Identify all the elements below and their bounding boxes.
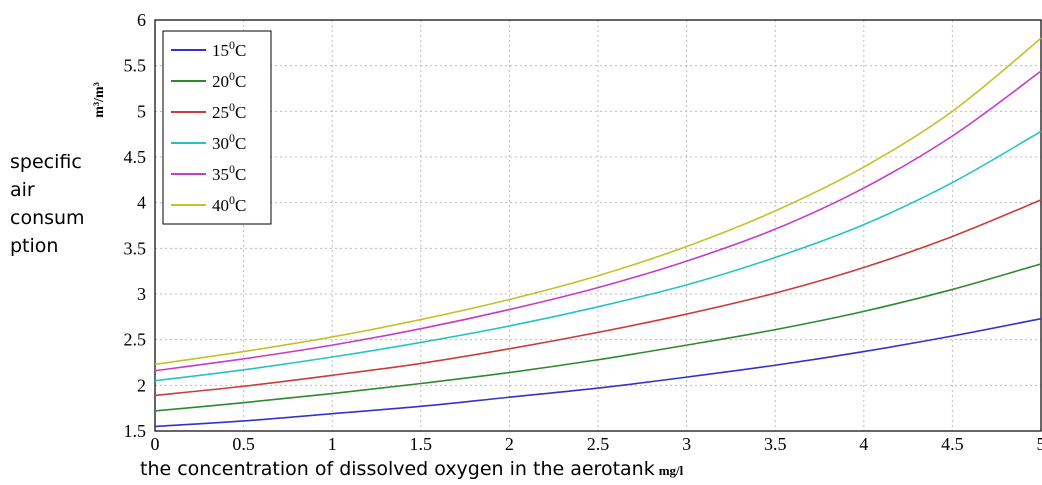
y-tick-label: 2.5 <box>124 330 147 350</box>
series-line <box>154 130 1042 382</box>
y-tick-label: 5 <box>137 101 146 121</box>
x-tick-label: 1.5 <box>410 434 433 454</box>
x-tick-label: 2.5 <box>587 434 610 454</box>
legend-label: 150C <box>212 38 246 60</box>
series-line <box>154 263 1042 412</box>
legend-label: 300C <box>212 131 246 153</box>
x-tick-label: 3.5 <box>764 434 787 454</box>
y-tick-label: 3 <box>137 284 146 304</box>
x-tick-label: 1 <box>328 434 337 454</box>
legend-box <box>162 30 272 225</box>
x-tick-label: 4 <box>859 434 868 454</box>
y-tick-label: 4.5 <box>124 147 147 167</box>
y-axis-label-line: specific <box>10 151 82 173</box>
legend-label: 350C <box>212 162 246 184</box>
legend-label: 400C <box>212 193 246 215</box>
y-axis-label-line: air <box>10 179 35 201</box>
legend: 150C 200C 250C 300C 350C 400C <box>162 30 272 225</box>
y-tick-label: 3.5 <box>124 238 147 258</box>
x-axis-label-container: the concentration of dissolved oxygen in… <box>140 458 683 480</box>
y-tick-label: 6 <box>137 10 146 30</box>
y-axis-unit: m³/m³ <box>92 82 107 118</box>
y-axis-label-line: consum <box>10 207 85 229</box>
y-tick-labels: 1.5 2 2.5 3 3.5 4 4.5 5 5.5 6 <box>124 10 147 441</box>
series-group <box>154 37 1042 428</box>
x-axis-label: the concentration of dissolved oxygen in… <box>140 458 655 480</box>
legend-label: 200C <box>212 69 246 91</box>
x-tick-label: 0 <box>151 434 160 454</box>
y-tick-label: 5.5 <box>124 56 147 76</box>
x-tick-label: 5 <box>1037 434 1042 454</box>
x-tick-label: 0.5 <box>232 434 255 454</box>
x-tick-label: 4.5 <box>941 434 964 454</box>
legend-label: 250C <box>212 100 246 122</box>
series-line <box>154 317 1042 428</box>
y-axis-label-line: ption <box>10 235 59 257</box>
x-tick-label: 2 <box>505 434 514 454</box>
series-line <box>154 70 1042 372</box>
y-axis-label: specific air consum ption <box>10 148 120 260</box>
grid-lines <box>154 19 1042 432</box>
y-tick-label: 2 <box>137 375 146 395</box>
series-line <box>154 199 1042 397</box>
y-tick-label: 1.5 <box>124 421 147 441</box>
series-line <box>154 37 1042 366</box>
x-tick-labels: 0 0.5 1 1.5 2 2.5 3 3.5 4 4.5 5 <box>151 434 1042 454</box>
plot-frame <box>154 19 1042 432</box>
x-axis-unit: mg/l <box>658 463 684 478</box>
y-tick-label: 4 <box>137 193 146 213</box>
x-tick-label: 3 <box>682 434 691 454</box>
